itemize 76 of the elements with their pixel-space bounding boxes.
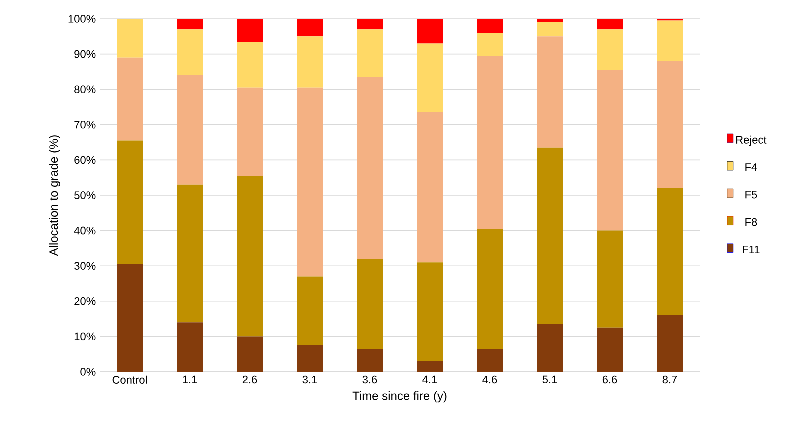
bar (477, 56, 504, 230)
bar (537, 19, 564, 23)
bar (477, 229, 504, 350)
bar (417, 44, 444, 113)
bar (177, 322, 204, 372)
y-tick-label: 50% (74, 192, 96, 200)
bar (117, 264, 144, 372)
x-tick-label: 1.1 (183, 376, 198, 384)
bar (417, 262, 444, 362)
x-tick-label: 4.1 (422, 376, 438, 384)
bar (417, 361, 444, 372)
legend-label: F5 (746, 191, 758, 199)
bar (477, 33, 504, 56)
bar (357, 77, 384, 260)
x-tick-label: 8.7 (662, 376, 678, 384)
x-tick-label: 6.6 (602, 376, 618, 384)
y-axis-title: Allocation to grade (%) (49, 136, 60, 256)
bar (177, 19, 204, 30)
bar (357, 30, 384, 78)
bar (597, 70, 624, 231)
bar (537, 36, 564, 148)
bar (357, 349, 384, 372)
x-tick-label: 3.1 (302, 376, 318, 384)
bar (597, 19, 624, 30)
bar (597, 230, 624, 328)
y-tick-label: 60% (74, 156, 96, 164)
bar (477, 349, 504, 372)
legend-label: Reject (736, 136, 767, 146)
y-tick-label: 40% (74, 226, 96, 235)
bar (657, 20, 684, 62)
y-tick-label: 30% (74, 262, 96, 270)
bar (657, 188, 684, 316)
bar (297, 276, 324, 346)
bar (237, 176, 264, 337)
bar (177, 184, 204, 323)
bar (237, 42, 264, 88)
bar (177, 75, 204, 185)
x-tick-label: 4.6 (482, 376, 498, 384)
y-tick-label: 20% (74, 298, 96, 306)
bar (117, 140, 144, 264)
bar (657, 61, 684, 188)
bar (297, 36, 324, 88)
bar (477, 19, 504, 34)
legend-label: F11 (743, 246, 760, 254)
bar (357, 259, 384, 350)
bar (537, 148, 564, 324)
x-axis-title: Time since fire (y) (352, 391, 447, 403)
legend-label: F4 (746, 164, 758, 172)
bar (417, 112, 444, 263)
bar (237, 19, 264, 42)
bar (537, 22, 564, 37)
bar (417, 19, 444, 44)
bar (117, 19, 144, 58)
y-tick-label: 90% (74, 50, 96, 58)
bar (237, 88, 264, 176)
bar (297, 88, 324, 277)
bar (657, 316, 684, 372)
bar (357, 19, 384, 30)
x-tick-label: Control (112, 376, 147, 384)
bar (597, 328, 624, 372)
x-tick-label: 5.1 (542, 376, 558, 384)
bar (117, 58, 144, 141)
y-tick-label: 10% (74, 332, 96, 341)
bar (237, 336, 264, 372)
y-tick-label: 0% (80, 368, 96, 376)
bar (537, 324, 564, 372)
y-tick-label: 80% (74, 86, 96, 94)
bar (297, 19, 324, 37)
y-tick-label: 100% (68, 15, 96, 23)
legend-label: F8 (746, 218, 758, 226)
y-tick-label: 70% (74, 121, 96, 129)
bar (177, 30, 204, 76)
x-tick-label: 3.6 (362, 376, 378, 384)
x-tick-label: 2.6 (242, 376, 258, 384)
bar (297, 346, 324, 372)
bar (597, 30, 624, 70)
